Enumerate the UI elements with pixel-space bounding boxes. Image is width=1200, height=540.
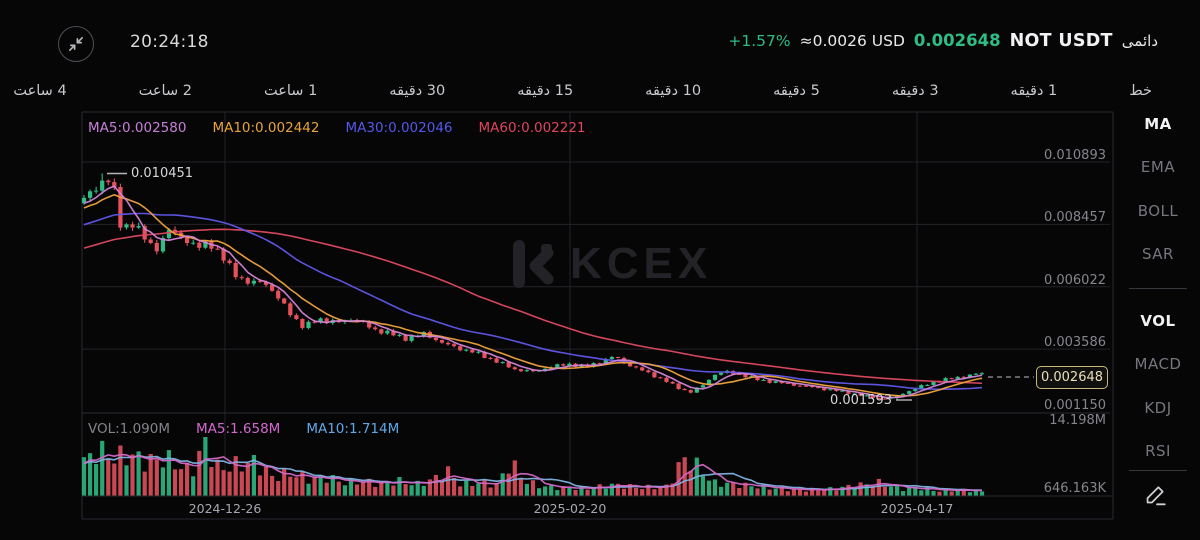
- ticker-summary: +1.57% ≈0.0026 USD 0.002648 NOT USDT دائ…: [728, 31, 1158, 51]
- draw-tool-button[interactable]: [1143, 481, 1171, 507]
- main-ind-label-1: MA10:0.002442: [212, 120, 320, 136]
- symbol-title: NOT USDT: [1009, 31, 1113, 51]
- high-price-annotation: 0.010451: [131, 166, 194, 181]
- sidebar-divider-2: [1129, 470, 1187, 471]
- tab-timeframe-7[interactable]: 1 ساعت: [263, 83, 318, 99]
- sidebar-item-ma[interactable]: MA: [1144, 115, 1172, 133]
- tab-timeframe-6[interactable]: 30 دقیقه: [389, 83, 446, 99]
- ma-indicator-values[interactable]: MA5:0.002580 MA10:0.002442 MA30:0.002046 MA…: [88, 120, 586, 136]
- date-tick-1: 2025-02-20: [533, 501, 607, 516]
- approx-usd-value: ≈0.0026 USD: [799, 32, 905, 50]
- low-price-annotation: 0.001593: [829, 393, 892, 408]
- sidebar-item-boll[interactable]: BOLL: [1137, 201, 1179, 220]
- vol-ind-label-1: MA5:1.658M: [196, 421, 281, 437]
- pencil-icon: [1146, 486, 1166, 506]
- main-ind-label-0: MA5:0.002580: [88, 120, 187, 136]
- price-tick-2: 0.006022: [1043, 272, 1106, 288]
- main-ind-label-2: MA30:0.002046: [345, 120, 453, 136]
- volume-indicator-values[interactable]: VOL:1.090M MA5:1.658M MA10:1.714M: [88, 421, 399, 437]
- tab-timeframe-1[interactable]: 1 دقیقه: [1010, 83, 1058, 99]
- vol-ind-label-2: MA10:1.714M: [306, 421, 400, 437]
- date-tick-0: 2024-12-26: [188, 501, 262, 516]
- collapse-arrows-icon: [68, 36, 84, 52]
- main-ind-label-3: MA60:0.002221: [478, 120, 586, 136]
- tab-timeframe-8[interactable]: 2 ساعت: [138, 83, 192, 99]
- date-tick-2: 2025-04-17: [880, 501, 954, 516]
- price-tick-0: 0.010893: [1043, 148, 1106, 163]
- tab-timeframe-4[interactable]: 10 دقیقه: [645, 83, 702, 99]
- tab-timeframe-9[interactable]: 4 ساعت: [13, 83, 67, 99]
- price-tick-4: 0.001150: [1043, 397, 1106, 413]
- volume-scale-max: 14.198M: [1049, 413, 1106, 428]
- tab-timeframe-0[interactable]: خط: [1129, 83, 1152, 99]
- countdown-timer: 20:24:18: [130, 32, 209, 52]
- sidebar-item-vol[interactable]: VOL: [1140, 312, 1176, 330]
- price-tick-3: 0.003586: [1043, 335, 1106, 351]
- sidebar-item-ema[interactable]: EMA: [1140, 158, 1176, 177]
- collapse-chart-button[interactable]: [58, 26, 94, 62]
- sidebar-item-sar[interactable]: SAR: [1142, 244, 1174, 263]
- contract-type-label: دائمی: [1121, 32, 1158, 50]
- tab-timeframe-3[interactable]: 5 دقیقه: [773, 83, 820, 99]
- volume-scale-low: 646.163K: [1043, 481, 1106, 496]
- sidebar-item-kdj[interactable]: KDJ: [1144, 398, 1172, 417]
- price-change-percent: +1.57%: [728, 32, 791, 50]
- price-tick-1: 0.008457: [1043, 210, 1106, 226]
- tab-timeframe-2[interactable]: 3 دقیقه: [891, 83, 939, 99]
- timeframe-tabs: خط 1 دقیقه 3 دقیقه 5 دقیقه 10 دقیقه 15 دقیقه 3…: [0, 76, 1200, 106]
- sidebar-item-macd[interactable]: MACD: [1134, 355, 1182, 374]
- tab-timeframe-5[interactable]: 15 دقیقه: [517, 83, 574, 99]
- sidebar-item-rsi[interactable]: RSI: [1145, 441, 1171, 460]
- last-price-header: 0.002648: [913, 31, 1001, 50]
- sidebar-divider: [1129, 288, 1187, 289]
- vol-ind-label-0: VOL:1.090M: [88, 421, 170, 437]
- last-price-tag: 0.002648: [1036, 366, 1108, 389]
